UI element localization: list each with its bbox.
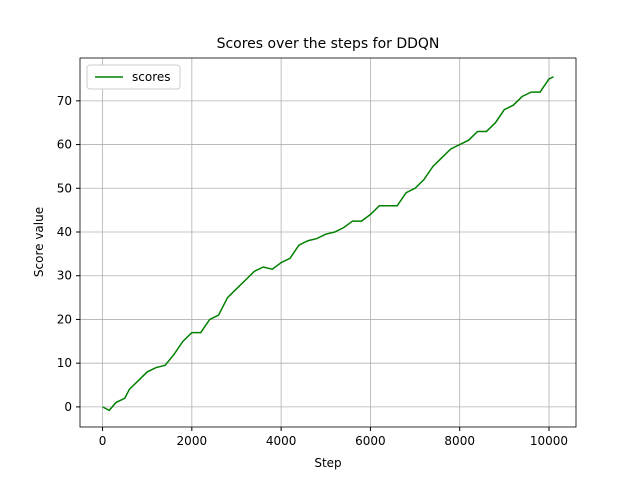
legend-label: scores bbox=[132, 70, 171, 84]
y-tick-label: 0 bbox=[64, 400, 72, 414]
y-tick-label: 40 bbox=[57, 225, 72, 239]
x-tick-label: 4000 bbox=[266, 434, 297, 448]
x-tick-label: 10000 bbox=[530, 434, 568, 448]
y-tick-label: 20 bbox=[57, 312, 72, 326]
plot-frame bbox=[79, 57, 577, 428]
x-tick-label: 2000 bbox=[177, 434, 208, 448]
chart-title: Scores over the steps for DDQN bbox=[217, 36, 440, 52]
data-line bbox=[102, 76, 554, 412]
legend-box bbox=[86, 64, 181, 90]
x-tick-label: 0 bbox=[99, 434, 107, 448]
y-tick-label: 60 bbox=[57, 138, 72, 152]
x-axis-label: Step bbox=[314, 456, 341, 470]
y-tick-label: 50 bbox=[57, 181, 72, 195]
y-tick-label: 10 bbox=[57, 356, 72, 370]
y-axis-label: Score value bbox=[32, 207, 46, 277]
y-tick-label: 30 bbox=[57, 269, 72, 283]
y-tick-label: 70 bbox=[57, 94, 72, 108]
x-tick-label: 6000 bbox=[355, 434, 386, 448]
x-tick-label: 8000 bbox=[444, 434, 475, 448]
